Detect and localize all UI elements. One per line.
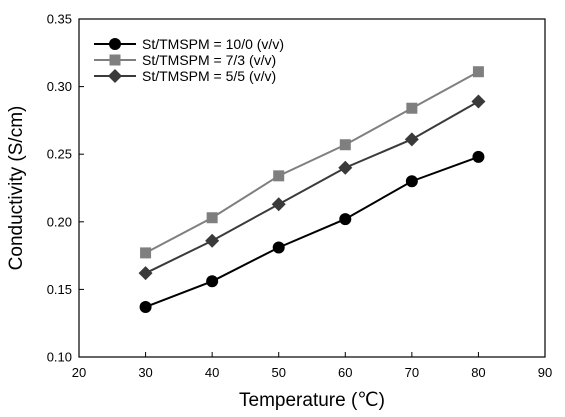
legend-marker — [108, 69, 122, 83]
y-tick-label: 0.25 — [47, 147, 72, 162]
x-tick-label: 70 — [405, 365, 419, 380]
data-point — [405, 175, 418, 188]
x-tick-label: 60 — [338, 365, 352, 380]
plot-frame — [78, 18, 546, 358]
legend-label: St/TMSPM = 10/0 (v/v) — [142, 36, 284, 52]
y-tick-label: 0.35 — [47, 12, 72, 27]
series-1 — [139, 150, 485, 313]
data-point — [472, 66, 484, 78]
data-point — [273, 170, 285, 182]
legend: St/TMSPM = 10/0 (v/v)St/TMSPM = 7/3 (v/v… — [94, 36, 284, 84]
data-point — [338, 160, 353, 175]
x-tick-label: 30 — [138, 365, 152, 380]
y-tick-label: 0.10 — [47, 350, 72, 365]
y-tick-label: 0.15 — [47, 282, 72, 297]
data-point — [138, 266, 153, 281]
legend-item: St/TMSPM = 5/5 (v/v) — [94, 68, 276, 84]
x-tick-label: 20 — [72, 365, 86, 380]
legend-label: St/TMSPM = 7/3 (v/v) — [142, 52, 276, 68]
data-point — [271, 197, 286, 212]
series-line — [145, 70, 479, 254]
legend-marker — [109, 38, 121, 50]
legend-item: St/TMSPM = 7/3 (v/v) — [94, 52, 276, 68]
axes: 20 30 40 50 60 70 80 90 0.10 0.15 0.20 0.25 0.30 0.35 — [47, 12, 553, 381]
data-point — [339, 139, 351, 151]
data-point — [406, 102, 418, 114]
data-point — [139, 300, 152, 313]
data-point — [471, 94, 486, 109]
data-point — [140, 247, 152, 259]
x-tick-label: 40 — [205, 365, 219, 380]
data-point — [272, 241, 285, 254]
x-axis-title: Temperature (℃) — [239, 390, 385, 411]
data-point — [404, 132, 419, 147]
y-tick-label: 0.30 — [47, 79, 72, 94]
data-point — [206, 212, 218, 224]
data-point — [339, 213, 352, 226]
x-tick-label: 80 — [471, 365, 485, 380]
data-point — [472, 150, 485, 163]
legend-item: St/TMSPM = 10/0 (v/v) — [94, 36, 284, 52]
y-axis-title: Conductivity (S/cm) — [6, 106, 27, 271]
x-tick-label: 90 — [538, 365, 552, 380]
y-tick-label: 0.20 — [47, 214, 72, 229]
series-3 — [138, 94, 486, 281]
series-layer — [138, 66, 486, 313]
series-2 — [140, 66, 484, 259]
legend-marker — [109, 54, 121, 66]
data-point — [206, 275, 219, 288]
x-tick-label: 50 — [271, 365, 285, 380]
data-point — [205, 233, 220, 248]
legend-label: St/TMSPM = 5/5 (v/v) — [142, 68, 276, 84]
series-line — [145, 100, 479, 275]
series-line — [145, 155, 479, 308]
